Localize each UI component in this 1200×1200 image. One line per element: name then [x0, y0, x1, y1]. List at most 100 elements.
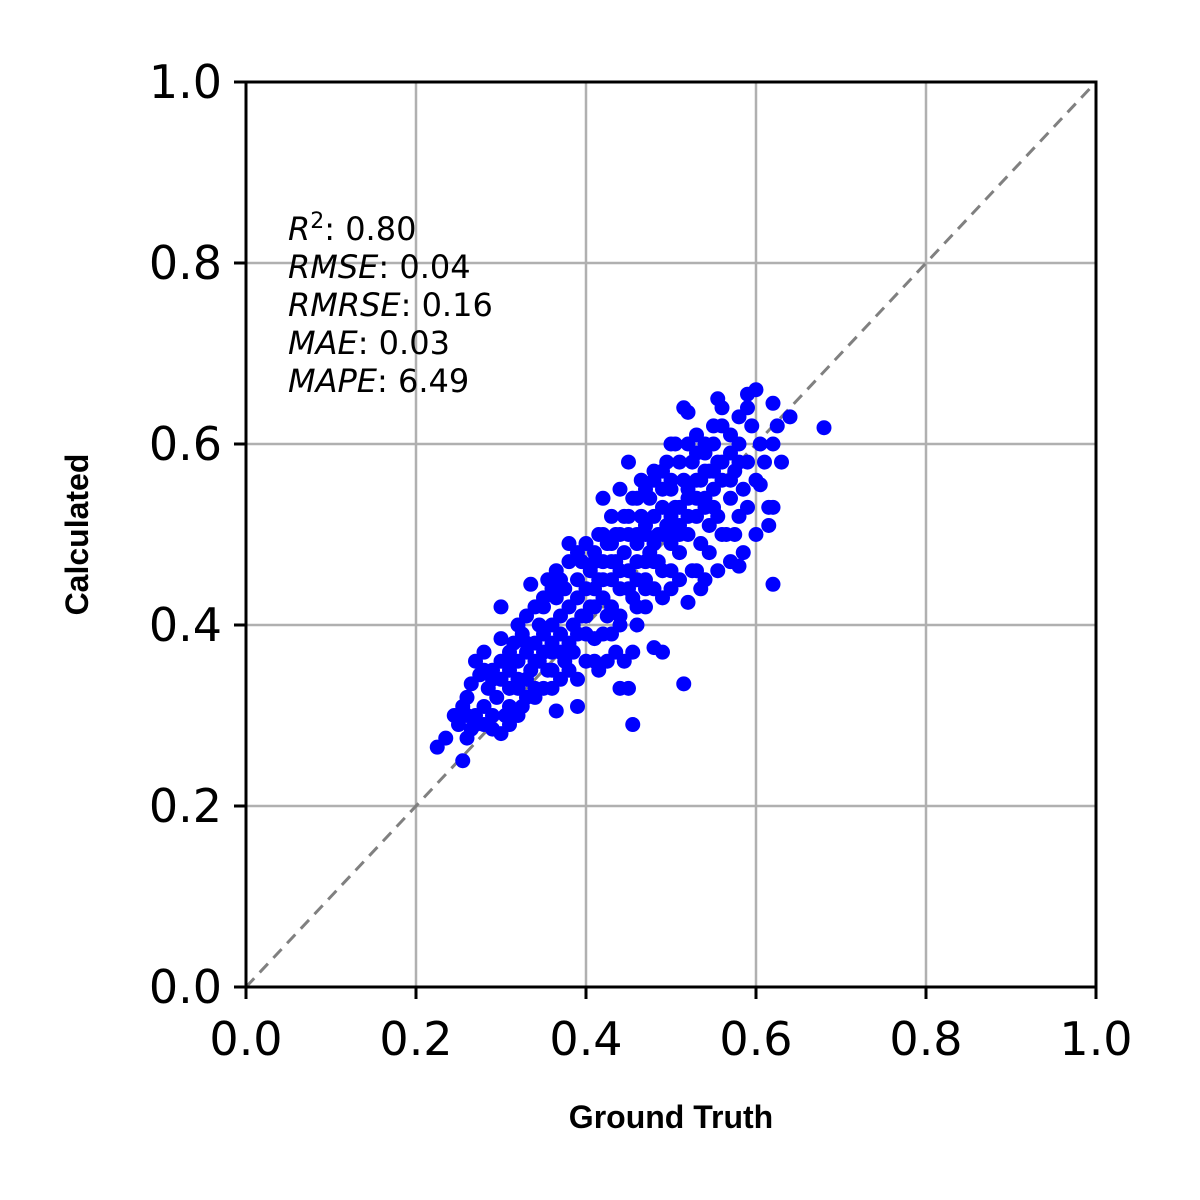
data-point: [625, 717, 641, 733]
data-point: [782, 409, 798, 425]
x-axis-label: Ground Truth: [569, 1099, 773, 1135]
x-tick-label: 0.0: [209, 1012, 282, 1066]
x-axis-ticks: 0.0 0.2 0.4 0.6 0.8 1.0: [209, 987, 1133, 1066]
data-point: [748, 527, 764, 542]
data-point: [485, 671, 500, 687]
data-point: [735, 481, 751, 497]
y-tick-label: 0.0: [149, 960, 222, 1014]
data-point: [629, 572, 645, 588]
data-point: [744, 418, 760, 434]
y-axis-label: Calculated: [59, 454, 95, 616]
data-point: [765, 436, 781, 452]
stat-value: : 6.49: [377, 362, 469, 400]
data-point: [757, 454, 772, 470]
stat-line: MAPE: 6.49: [288, 362, 469, 400]
stat-name: MAE: [288, 324, 359, 362]
data-point: [714, 527, 730, 542]
x-tick-label: 0.6: [719, 1012, 792, 1066]
data-point: [621, 454, 636, 470]
stat-superscript: 2: [310, 209, 324, 234]
data-point: [740, 386, 755, 402]
data-point: [701, 545, 717, 561]
data-point: [548, 703, 564, 719]
data-point: [816, 420, 832, 436]
plot-frame: [244, 80, 1098, 989]
y-tick-label: 1.0: [149, 55, 222, 109]
data-point: [663, 472, 679, 488]
data-point: [672, 545, 687, 561]
data-point: [595, 490, 611, 506]
data-point: [621, 508, 636, 524]
stat-name: R: [288, 210, 310, 248]
data-point: [765, 395, 781, 411]
data-point: [459, 708, 475, 723]
stat-line: MAE: 0.03: [288, 324, 450, 362]
data-point: [502, 698, 517, 714]
data-point: [527, 653, 543, 669]
data-point: [510, 617, 526, 633]
data-point: [680, 508, 696, 524]
data-point: [774, 454, 789, 470]
data-point: [612, 617, 628, 633]
data-point: [646, 554, 662, 570]
data-point: [689, 563, 704, 579]
y-tick-label: 0.8: [149, 236, 222, 290]
data-point: [476, 644, 492, 660]
data-point: [616, 545, 632, 561]
x-tick-label: 1.0: [1059, 1012, 1132, 1066]
data-point: [523, 576, 539, 592]
data-point: [595, 572, 611, 588]
data-point: [697, 436, 713, 452]
data-point: [544, 662, 560, 678]
data-point: [493, 599, 509, 615]
stat-value: : 0.03: [358, 324, 450, 362]
stat-line: RMSE: 0.04: [288, 248, 471, 286]
data-point: [604, 599, 619, 615]
data-point: [604, 508, 619, 524]
data-point: [455, 753, 471, 769]
data-point: [553, 572, 568, 588]
data-point: [663, 436, 679, 452]
data-point: [612, 527, 628, 542]
data-point: [519, 635, 534, 651]
stat-value: : 0.80: [324, 210, 416, 248]
stat-name: RMRSE: [288, 286, 401, 324]
stat-name: RMSE: [288, 248, 379, 286]
data-point: [680, 594, 696, 610]
data-point: [629, 617, 645, 633]
data-point: [765, 499, 781, 515]
data-point: [438, 730, 454, 746]
data-point: [587, 554, 602, 570]
x-tick-label: 0.8: [889, 1012, 962, 1066]
data-point: [752, 477, 768, 493]
data-point: [723, 472, 738, 488]
data-point: [723, 427, 738, 443]
data-point: [672, 527, 687, 542]
y-tick-label: 0.6: [149, 417, 222, 471]
data-point: [735, 545, 751, 561]
x-tick-label: 0.2: [379, 1012, 452, 1066]
data-point: [706, 418, 721, 434]
data-point: [502, 644, 517, 660]
y-axis-ticks: 0.0 0.2 0.4 0.6 0.8 1.0: [149, 55, 246, 1014]
data-point: [761, 517, 777, 533]
data-point: [714, 454, 730, 470]
y-tick-label: 0.4: [149, 598, 222, 652]
data-point: [612, 680, 628, 696]
data-point: [489, 689, 505, 705]
data-point: [723, 490, 738, 506]
data-point: [629, 599, 645, 615]
data-point: [578, 536, 594, 552]
data-point: [731, 454, 747, 470]
stat-line: R2: 0.80: [288, 209, 416, 248]
data-point: [672, 572, 687, 588]
data-point: [727, 527, 743, 542]
data-point: [752, 436, 768, 452]
data-points: [429, 382, 832, 769]
data-point: [510, 680, 526, 696]
data-point: [714, 400, 730, 416]
data-point: [612, 481, 628, 497]
data-point: [710, 563, 726, 579]
